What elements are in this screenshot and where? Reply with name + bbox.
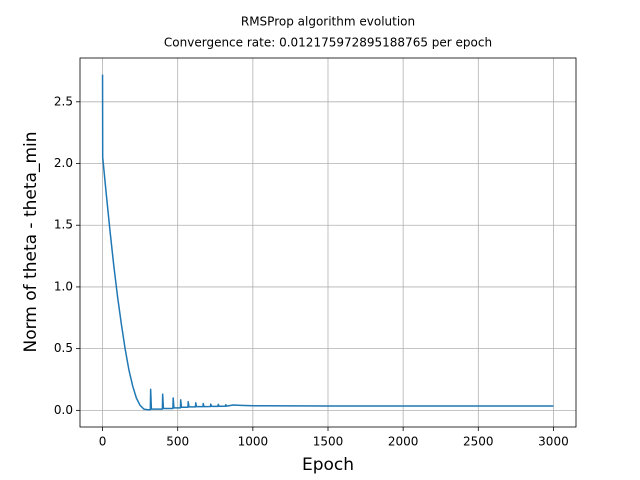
y-tick-label: 2.5 [54, 94, 73, 108]
x-tick-label: 1500 [313, 435, 344, 449]
chart-subtitle: Convergence rate: 0.012175972895188765 p… [164, 36, 492, 50]
x-axis-label: Epoch [302, 455, 354, 475]
x-tick-label: 2000 [388, 435, 419, 449]
y-tick-label: 0.0 [54, 403, 73, 417]
y-tick-label: 2.0 [54, 156, 73, 170]
y-axis-label: Norm of theta - theta_min [21, 131, 41, 352]
x-tick-label: 1000 [238, 435, 269, 449]
x-tick-label: 0 [99, 435, 107, 449]
line [101, 74, 554, 411]
y-tick-label: 0.5 [54, 341, 73, 355]
x-tick-label: 3000 [538, 435, 569, 449]
x-tick-label: 500 [166, 435, 189, 449]
chart-title: RMSProp algorithm evolution [241, 15, 415, 29]
plot-frame [79, 57, 577, 428]
y-tick-label: 1.0 [54, 279, 73, 293]
x-tick-label: 2500 [463, 435, 494, 449]
y-tick-label: 1.5 [54, 218, 73, 232]
